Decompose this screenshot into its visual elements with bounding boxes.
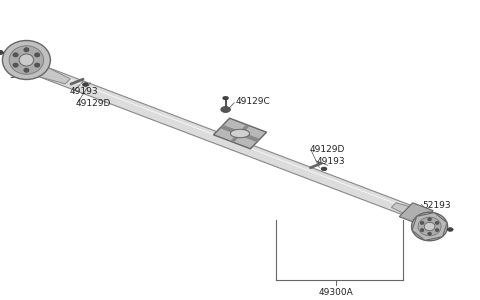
Polygon shape [412,213,447,240]
Ellipse shape [412,212,447,241]
Ellipse shape [35,53,40,57]
Ellipse shape [9,46,44,74]
Ellipse shape [35,63,40,67]
Ellipse shape [428,232,432,235]
Ellipse shape [19,54,34,66]
Circle shape [223,96,228,100]
Text: 49129D: 49129D [76,99,111,108]
Circle shape [321,167,327,171]
Text: 49129D: 49129D [310,146,345,154]
Ellipse shape [230,129,250,138]
Circle shape [0,50,3,55]
Ellipse shape [2,40,50,80]
Polygon shape [39,68,427,220]
Text: 49129C: 49129C [235,98,270,106]
Ellipse shape [13,63,18,67]
Ellipse shape [435,229,439,232]
Text: 49193: 49193 [317,157,346,166]
Ellipse shape [24,68,29,72]
Polygon shape [392,203,427,220]
Ellipse shape [420,229,424,232]
Ellipse shape [435,221,439,224]
Text: 52193: 52193 [422,201,451,210]
Polygon shape [399,203,433,224]
Text: 49300A: 49300A [319,288,353,297]
Polygon shape [214,118,266,149]
Polygon shape [39,68,70,84]
Ellipse shape [420,221,424,224]
Ellipse shape [418,217,441,236]
Ellipse shape [13,53,18,57]
Text: 52193: 52193 [10,70,38,80]
Circle shape [447,228,453,231]
Circle shape [221,106,230,112]
Text: 49193: 49193 [70,87,98,96]
Circle shape [83,83,88,86]
Ellipse shape [424,222,435,231]
Ellipse shape [24,48,29,52]
Ellipse shape [428,218,432,221]
